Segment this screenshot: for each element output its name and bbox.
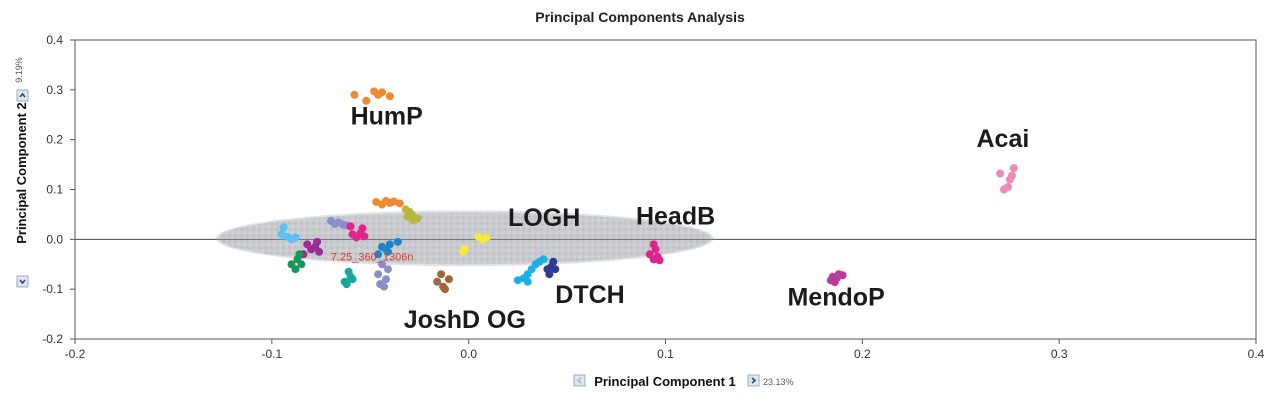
y-tick-label: 0.0	[46, 232, 63, 246]
x-next-button[interactable]	[747, 374, 760, 387]
data-point	[437, 270, 446, 279]
cluster-label: MendoP	[788, 284, 885, 312]
axis-controls	[16, 89, 760, 387]
data-point	[350, 90, 359, 99]
data-point	[378, 260, 387, 269]
data-point	[413, 214, 422, 223]
x-axis-title: Principal Component 1	[594, 374, 736, 389]
x-tick-label: 0.0	[460, 347, 477, 361]
y-tick-label: -0.1	[42, 282, 63, 296]
data-point	[482, 233, 491, 242]
y-next-button-box	[16, 89, 29, 102]
data-point	[1003, 183, 1012, 192]
y-tick-label: 0.2	[46, 133, 63, 147]
data-point	[374, 270, 383, 279]
data-point	[393, 237, 402, 246]
data-point	[385, 92, 394, 101]
x-tick-label: 0.2	[854, 347, 871, 361]
data-point	[383, 265, 392, 274]
data-point	[374, 250, 383, 259]
chevron-icon	[19, 92, 26, 98]
data-point	[523, 277, 532, 286]
data-point	[433, 277, 442, 286]
cluster-label: JoshD OG	[404, 306, 526, 334]
data-point	[405, 207, 414, 216]
data-point	[313, 237, 322, 246]
data-point	[838, 271, 847, 280]
plot-frame	[74, 39, 1257, 340]
y-next-button[interactable]	[16, 89, 29, 102]
chevron-icon	[751, 377, 757, 384]
data-point	[460, 245, 469, 254]
y-prev-button-box	[16, 275, 29, 288]
cluster-label: DTCH	[555, 281, 624, 309]
data-point	[346, 222, 355, 231]
data-point	[340, 277, 349, 286]
data-point	[539, 255, 548, 264]
data-point	[279, 223, 288, 232]
y-prev-button[interactable]	[16, 275, 29, 288]
data-point	[291, 233, 300, 242]
data-point	[291, 265, 300, 274]
data-point	[383, 247, 392, 256]
y-tick-label: 0.3	[46, 83, 63, 97]
data-point	[649, 240, 658, 249]
x-tick-label: 0.4	[1248, 347, 1265, 361]
x-variance-label: 23.13%	[763, 377, 794, 387]
data-point	[380, 282, 389, 291]
data-point	[344, 267, 353, 276]
y-tick-label: 0.1	[46, 183, 63, 197]
data-point	[444, 275, 453, 284]
data-point	[358, 224, 367, 233]
x-prev-button	[573, 374, 586, 387]
x-prev-button-box	[573, 374, 586, 387]
y-axis-title: Principal Component 2	[14, 102, 29, 244]
cluster-label: LOGH	[508, 204, 580, 232]
y-tick-label: 0.4	[46, 33, 63, 47]
data-point	[385, 240, 394, 249]
chevron-icon	[576, 377, 582, 384]
chart-title: Principal Components Analysis	[535, 9, 745, 25]
cluster-label: HumP	[351, 103, 423, 131]
data-point	[348, 275, 357, 284]
y-tick-label: -0.2	[42, 332, 63, 346]
data-point	[655, 256, 664, 265]
data-points	[277, 87, 1018, 294]
data-point	[1007, 171, 1016, 180]
data-point	[545, 270, 554, 279]
data-point	[297, 260, 306, 269]
cluster-label: HeadB	[636, 202, 715, 230]
x-tick-label: -0.2	[65, 347, 86, 361]
data-point	[295, 250, 304, 259]
x-tick-label: -0.1	[261, 347, 282, 361]
y-variance-label: 9.19%	[14, 57, 24, 83]
cluster-label: Acai	[976, 125, 1029, 153]
data-point	[395, 199, 404, 208]
data-point	[441, 285, 450, 294]
data-point	[362, 96, 371, 105]
data-point	[830, 278, 839, 287]
data-point	[996, 169, 1005, 178]
cluster-labels: 7.25_360_1306n HumP Acai LOGH HeadB MendoP DTC…	[331, 103, 1029, 334]
data-point	[381, 275, 390, 284]
data-point	[315, 247, 324, 256]
chevron-icon	[19, 279, 26, 285]
point-annotation: 7.25_360_1306n	[331, 251, 414, 263]
data-point	[360, 232, 369, 241]
x-next-button-box	[747, 374, 760, 387]
data-point	[1009, 164, 1018, 173]
data-point	[551, 265, 560, 274]
data-point	[549, 257, 558, 266]
axes: -0.2 -0.1 0.0 0.1 0.2 0.3 0.4 -0.2 -0.1 0.0 0.1 0.2…	[14, 33, 1265, 389]
x-tick-label: 0.1	[657, 347, 674, 361]
x-tick-label: 0.3	[1051, 347, 1068, 361]
data-point	[378, 88, 387, 97]
